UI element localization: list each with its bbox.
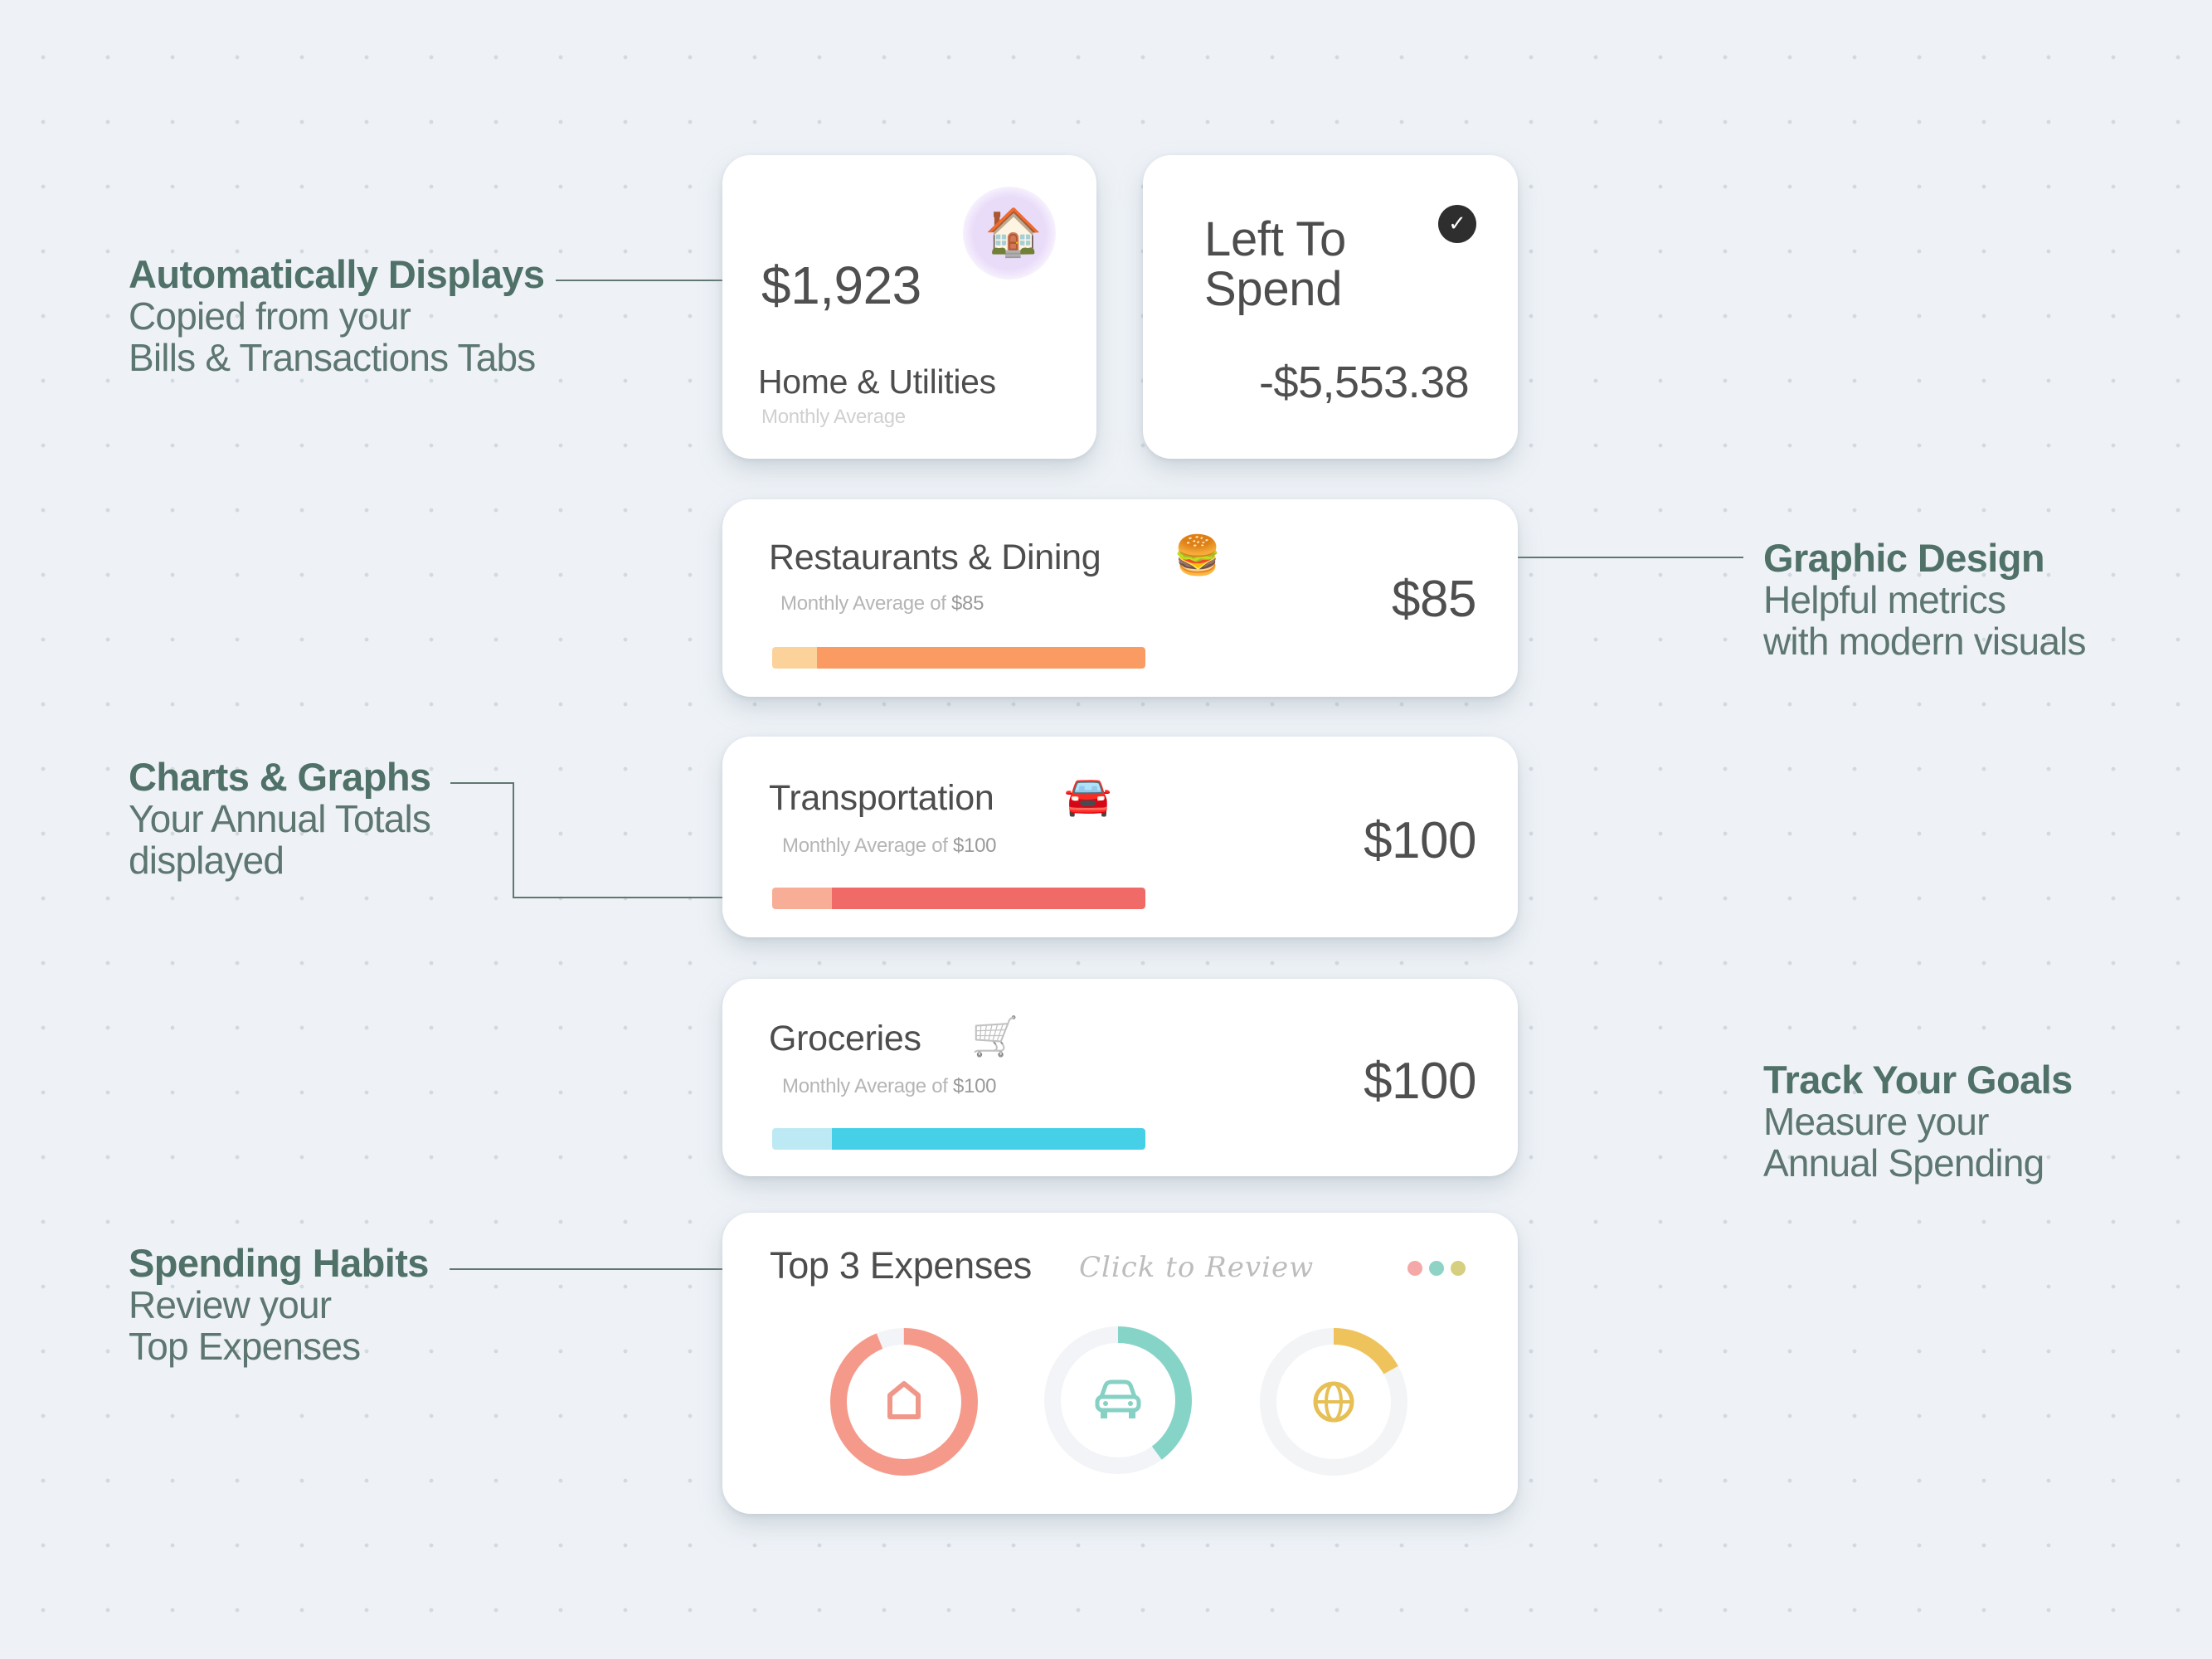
connector-line — [513, 782, 514, 898]
burger-icon: 🍔 — [1174, 533, 1222, 577]
annotation-text: displayed — [129, 839, 284, 882]
category-subtitle: Monthly Average of $100 — [782, 834, 997, 857]
category-amount: $100 — [1364, 1053, 1476, 1110]
annotation-text: Your Annual Totals — [129, 797, 431, 840]
expense-donut-other[interactable] — [1259, 1327, 1408, 1477]
menu-dot-icon — [1451, 1261, 1466, 1276]
donut-chart — [1260, 1328, 1407, 1476]
top-expenses-card[interactable]: Top 3 Expenses Click to Review — [722, 1213, 1518, 1514]
connector-line — [556, 280, 738, 281]
connector-line — [450, 782, 513, 784]
bar-light-segment — [772, 888, 832, 909]
house-icon-badge: 🏠 — [963, 187, 1056, 280]
left-amount: -$5,553.38 — [1259, 358, 1470, 407]
bar-fill-segment — [832, 1128, 1145, 1150]
home-outline-icon — [887, 1381, 921, 1419]
check-circle-icon: ✓ — [1438, 205, 1476, 243]
bar-light-segment — [772, 1128, 832, 1150]
top-expenses-title: Top 3 Expenses — [770, 1244, 1033, 1287]
annotation-text: Bills & Transactions Tabs — [129, 336, 536, 379]
bar-light-segment — [772, 647, 817, 669]
menu-dot-icon — [1407, 1261, 1422, 1276]
annotation-text: Review your — [129, 1283, 332, 1326]
annotation-heading: Track Your Goals — [1763, 1058, 2073, 1102]
bar-fill-segment — [832, 888, 1145, 909]
annotation-charts-graphs: Charts & Graphs Your Annual Totals displ… — [129, 755, 431, 882]
category-amount: $100 — [1364, 812, 1476, 869]
left-title-line2: Spend — [1204, 262, 1343, 316]
annotation-graphic-design: Graphic Design Helpful metrics with mode… — [1763, 536, 2087, 663]
category-card-groceries[interactable]: Groceries 🛒 Monthly Average of $100 $100 — [722, 979, 1518, 1176]
category-title: Restaurants & Dining — [769, 538, 1101, 577]
annotation-automatically-displays: Automatically Displays Copied from your … — [129, 252, 545, 379]
home-amount: $1,923 — [761, 255, 921, 315]
annotation-text: Measure your — [1763, 1100, 1989, 1143]
category-amount: $85 — [1392, 571, 1476, 628]
home-subtitle: Monthly Average — [761, 406, 906, 428]
category-progress-bar — [772, 888, 1145, 909]
category-title: Transportation — [769, 778, 994, 818]
annotation-heading: Automatically Displays — [129, 252, 545, 296]
more-options-menu[interactable] — [1407, 1261, 1466, 1277]
left-title-line1: Left To — [1204, 212, 1346, 266]
annotation-track-goals: Track Your Goals Measure your Annual Spe… — [1763, 1058, 2073, 1185]
shopping-cart-icon: 🛒 — [971, 1014, 1019, 1058]
car-outline-icon — [1095, 1379, 1141, 1418]
click-to-review-link[interactable]: Click to Review — [1079, 1251, 1315, 1284]
category-progress-bar — [772, 647, 1145, 669]
category-subtitle: Monthly Average of $85 — [780, 592, 984, 615]
annotation-heading: Charts & Graphs — [129, 755, 431, 799]
annotation-text: Copied from your — [129, 294, 411, 338]
category-title: Groceries — [769, 1019, 921, 1058]
category-card-restaurants[interactable]: Restaurants & Dining 🍔 Monthly Average o… — [722, 499, 1518, 697]
connector-line — [513, 897, 737, 898]
annotation-text: Helpful metrics — [1763, 578, 2006, 621]
house-icon: 🏠 — [984, 206, 1043, 260]
donut-chart — [830, 1328, 978, 1476]
category-progress-bar — [772, 1128, 1145, 1150]
connector-line — [450, 1268, 744, 1270]
car-icon: 🚘 — [1064, 773, 1112, 818]
category-subtitle: Monthly Average of $100 — [782, 1075, 997, 1097]
expense-donut-transportation[interactable] — [1043, 1326, 1193, 1475]
home-title: Home & Utilities — [758, 362, 996, 401]
globe-icon — [1313, 1381, 1354, 1423]
annotation-heading: Spending Habits — [129, 1241, 429, 1285]
annotation-text: with modern visuals — [1763, 620, 2087, 663]
left-to-spend-card[interactable]: ✓ Left To Spend -$5,553.38 — [1143, 155, 1518, 459]
annotation-text: Top Expenses — [129, 1325, 361, 1368]
expense-donut-home[interactable] — [829, 1327, 979, 1477]
menu-dot-icon — [1429, 1261, 1444, 1276]
annotation-spending-habits: Spending Habits Review your Top Expenses — [129, 1241, 429, 1368]
annotation-heading: Graphic Design — [1763, 536, 2045, 580]
home-utilities-card[interactable]: 🏠 $1,923 Home & Utilities Monthly Averag… — [722, 155, 1096, 459]
donut-chart — [1044, 1326, 1192, 1474]
annotation-text: Annual Spending — [1763, 1141, 2044, 1185]
bar-fill-segment — [817, 647, 1145, 669]
category-card-transportation[interactable]: Transportation 🚘 Monthly Average of $100… — [722, 737, 1518, 937]
